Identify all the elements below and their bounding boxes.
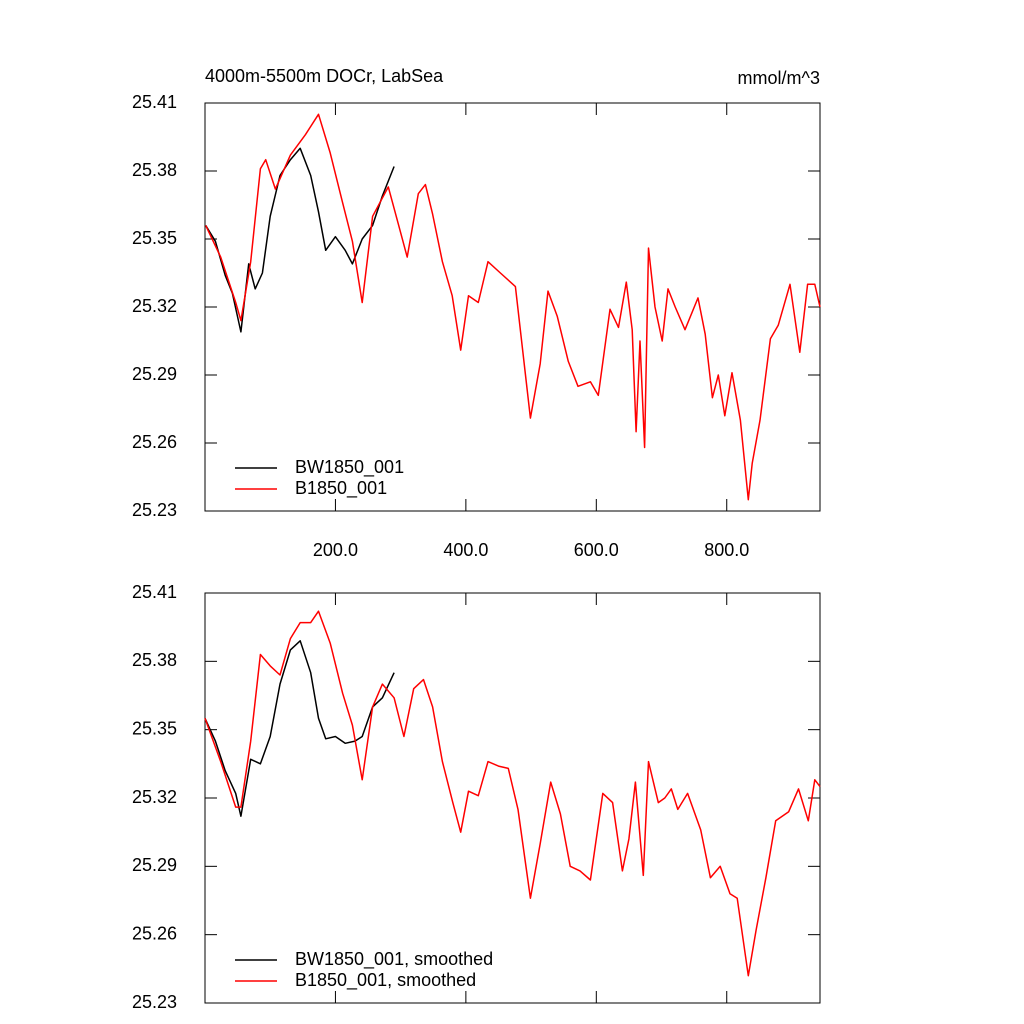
series-line [205, 147, 395, 333]
legend-label: B1850_001 [295, 478, 387, 499]
plot-frame [204, 592, 821, 1004]
y-tick-label: 25.26 [132, 923, 177, 943]
x-tick-label: 200.0 [313, 540, 358, 560]
y-tick-label: 25.26 [132, 432, 177, 452]
series-line [204, 610, 821, 977]
series-line [204, 640, 395, 817]
legend-label: BW1850_001, smoothed [295, 949, 493, 970]
y-tick-label: 25.23 [132, 992, 177, 1012]
y-tick-label: 25.41 [132, 582, 177, 602]
legend-label: BW1850_001 [295, 457, 404, 478]
chart-title: 4000m-5500m DOCr, LabSea [205, 66, 444, 86]
y-tick-label: 25.29 [132, 855, 177, 875]
series-line [205, 113, 821, 501]
y-tick-label: 25.38 [132, 650, 177, 670]
y-tick-label: 25.23 [132, 500, 177, 520]
y-tick-label: 25.29 [132, 364, 177, 384]
y-tick-label: 25.35 [132, 718, 177, 738]
plot-frame [204, 102, 821, 512]
x-tick-label: 600.0 [574, 540, 619, 560]
y-tick-label: 25.35 [132, 228, 177, 248]
x-tick-label: 400.0 [443, 540, 488, 560]
y-tick-label: 25.41 [132, 92, 177, 112]
legend-label: B1850_001, smoothed [295, 970, 476, 991]
y-tick-label: 25.32 [132, 296, 177, 316]
units-label: mmol/m^3 [738, 68, 820, 88]
y-tick-label: 25.38 [132, 160, 177, 180]
x-tick-label: 800.0 [704, 540, 749, 560]
y-tick-label: 25.32 [132, 787, 177, 807]
